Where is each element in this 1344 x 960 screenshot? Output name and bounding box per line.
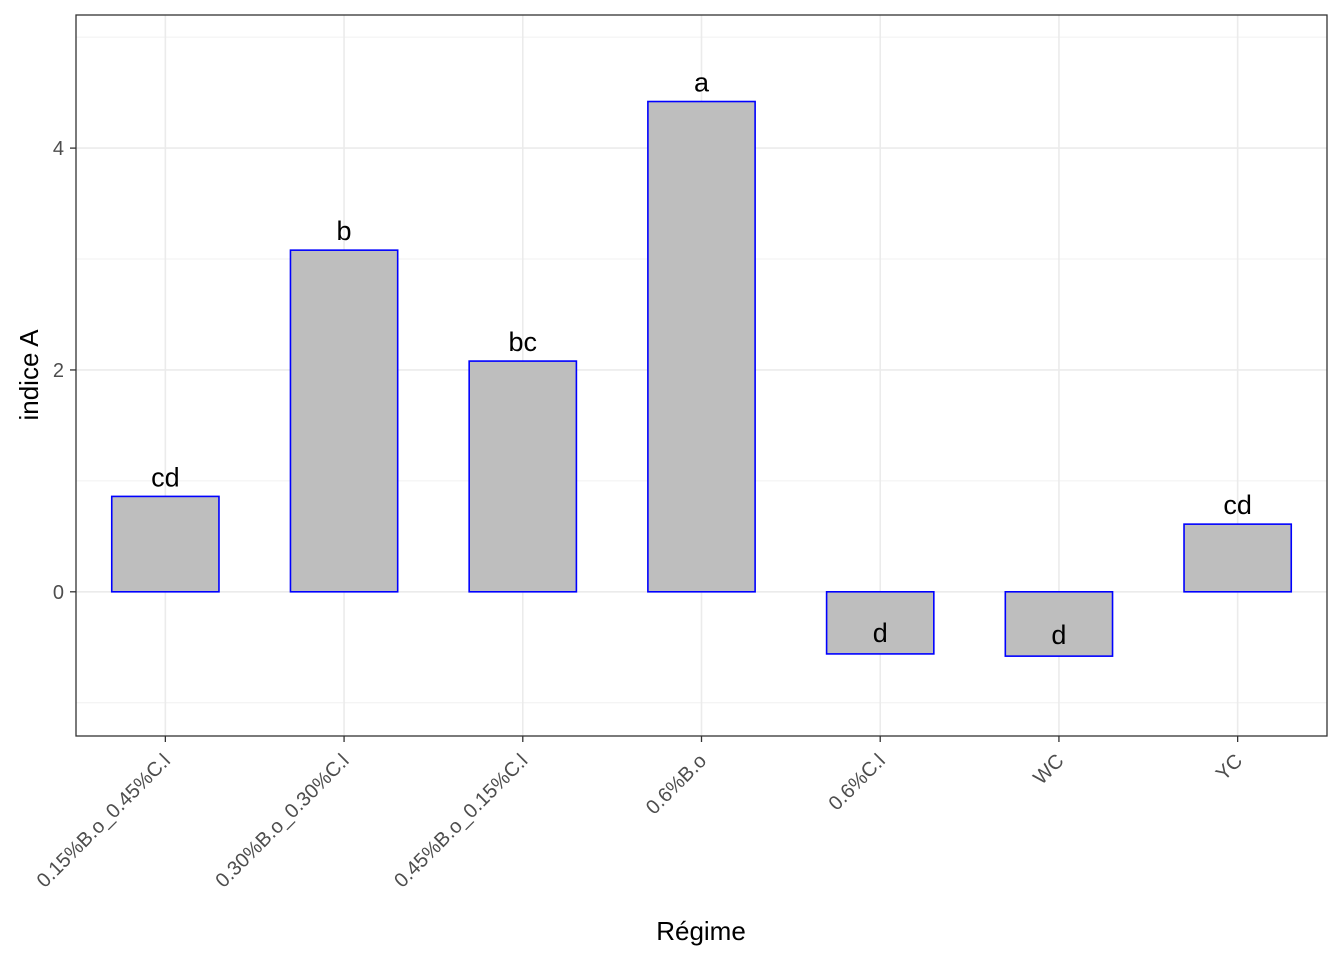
bar: [1183, 523, 1293, 593]
bar: [468, 360, 578, 593]
bar-letter-label: cd: [151, 462, 180, 492]
bar-letter-label: d: [873, 618, 888, 648]
y-axis: 0 2 4: [53, 138, 76, 604]
bar-letter-label: a: [694, 68, 710, 98]
bar: [825, 590, 935, 655]
bar-letter-label: b: [337, 216, 352, 246]
y-axis-title: indice A: [14, 329, 44, 421]
bars: [110, 100, 1293, 657]
x-tick-label: 0.30%B.o_0.30%C.l: [211, 750, 353, 892]
x-tick-label: 0.6%C.l: [825, 750, 890, 815]
bar-labels: cd b bc a d d cd: [151, 68, 1252, 651]
bar-letter-label: bc: [509, 327, 538, 357]
x-tick-label: 0.15%B.o_0.45%C.l: [33, 750, 175, 892]
y-tick-label: 0: [53, 582, 64, 604]
bar-letter-label: d: [1051, 620, 1066, 650]
bar: [647, 100, 756, 593]
x-tick-label: 0.6%B.o: [642, 750, 711, 819]
x-tick-label: YC: [1212, 750, 1247, 785]
x-axis: 0.15%B.o_0.45%C.l 0.30%B.o_0.30%C.l 0.45%B…: [33, 736, 1247, 892]
x-tick-label: WC: [1029, 750, 1068, 789]
bar-letter-label: cd: [1223, 490, 1252, 520]
bar: [1004, 590, 1114, 657]
x-tick-label: 0.45%B.o_0.15%C.l: [390, 750, 532, 892]
x-axis-title: Régime: [656, 916, 746, 946]
bar: [110, 495, 220, 593]
bar: [289, 249, 399, 593]
y-tick-label: 4: [53, 138, 64, 160]
y-tick-label: 2: [53, 360, 64, 382]
